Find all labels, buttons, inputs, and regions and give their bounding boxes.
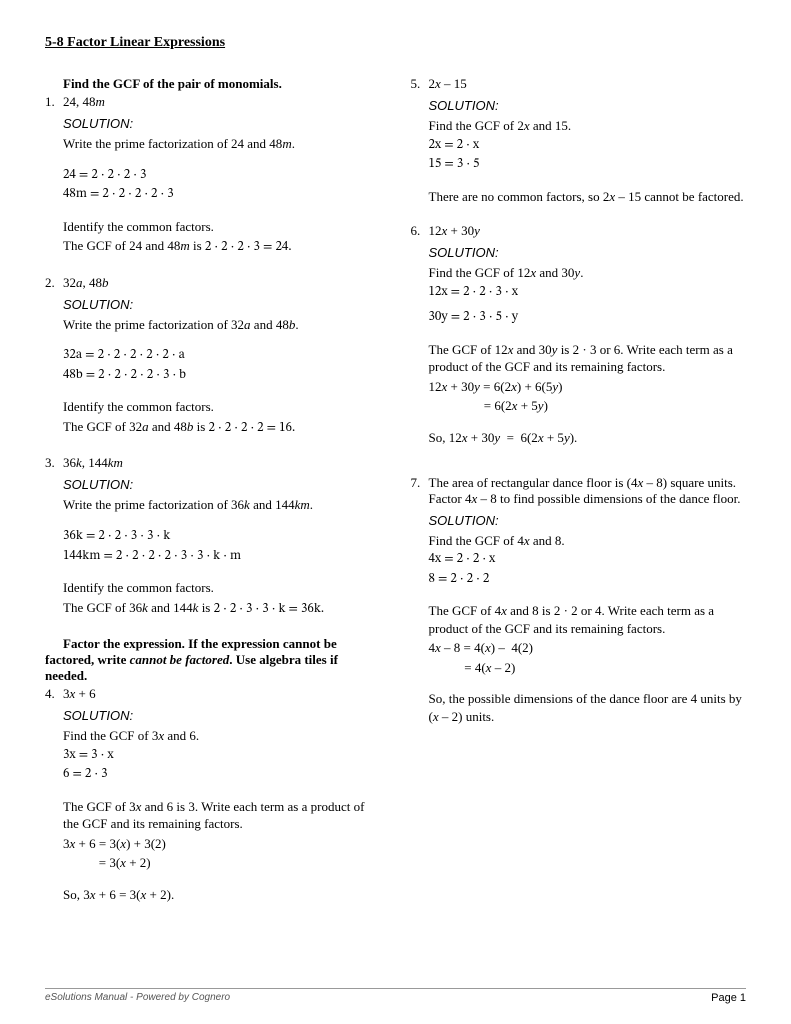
problem-2: 2.32a, 48b SOLUTION: Write the prime fac… [45,275,381,438]
factorization: 4x = 2 · 2 · x [429,551,747,569]
problem-text: 24, 48m [63,94,105,110]
solution-body: Find the GCF of 3x and 6. 3x = 3 · x 6 =… [63,727,381,903]
factorization: 144km = 2 · 2 · 2 · 2 · 3 · 3 · k · m [63,548,381,566]
factorization: 6 = 2 · 3 [63,766,381,784]
line: So, 12x + 30y = 6(2x + 5y). [429,429,747,447]
left-column: Find the GCF of the pair of monomials. 1… [45,76,381,922]
factorization: 8 = 2 · 2 · 2 [429,571,747,589]
problem-7: 7.The area of rectangular dance floor is… [411,475,747,726]
solution-body: Write the prime factorization of 36k and… [63,496,381,618]
page-footer: eSolutions Manual - Powered by Cognero P… [45,988,746,1004]
solution-body: Write the prime factorization of 24 and … [63,135,381,257]
factorization: 30y = 2 · 3 · 5 · y [429,309,747,327]
problem-number: 2. [45,275,63,291]
factorization: 15 = 3 · 5 [429,156,747,174]
solution-label: SOLUTION: [63,708,381,723]
problem-6: 6.12x + 30y SOLUTION: Find the GCF of 12… [411,223,747,446]
factorization: 12x = 2 · 2 · 3 · x [429,284,747,302]
problem-number: 1. [45,94,63,110]
line: The GCF of 32a and 48b is 2 · 2 · 2 · 2 … [63,418,381,438]
equation: = 6(2x + 5y) [429,397,747,415]
problem-number: 7. [411,475,429,507]
line: Find the GCF of 2x and 15. [429,117,747,135]
line: The GCF of 24 and 48m is 2 · 2 · 2 · 3 =… [63,237,381,257]
section-heading-b: Factor the expression. If the expression… [45,636,381,684]
line: Identify the common factors. [63,579,381,597]
factorization: 48m = 2 · 2 · 2 · 2 · 3 [63,186,381,204]
problem-text: 12x + 30y [429,223,480,239]
line: The GCF of 12x and 30y is 2 · 3 or 6. Wr… [429,341,747,376]
content-columns: Find the GCF of the pair of monomials. 1… [45,76,746,922]
solution-label: SOLUTION: [429,98,747,113]
section-heading-a: Find the GCF of the pair of monomials. [45,76,381,92]
problem-text: 2x – 15 [429,76,467,92]
problem-3: 3.36k, 144km SOLUTION: Write the prime f… [45,455,381,618]
line: Find the GCF of 3x and 6. [63,727,381,745]
line: Write the prime factorization of 24 and … [63,135,381,153]
solution-body: Find the GCF of 12x and 30y. 12x = 2 · 2… [429,264,747,446]
factorization: 3x = 3 · x [63,747,381,765]
equation: 3x + 6 = 3(x) + 3(2) [63,835,381,853]
right-column: 5.2x – 15 SOLUTION: Find the GCF of 2x a… [411,76,747,922]
problem-4: 4.3x + 6 SOLUTION: Find the GCF of 3x an… [45,686,381,903]
equation: = 3(x + 2) [63,854,381,872]
equation: 4x – 8 = 4(x) – 4(2) [429,639,747,657]
line: The GCF of 36k and 144k is 2 · 2 · 3 · 3… [63,599,381,619]
solution-label: SOLUTION: [63,477,381,492]
line: Identify the common factors. [63,218,381,236]
line: The GCF of 4x and 8 is 2 · 2 or 4. Write… [429,602,747,637]
line: Write the prime factorization of 32a and… [63,316,381,334]
factorization: 24 = 2 · 2 · 2 · 3 [63,167,381,185]
equation: = 4(x – 2) [429,659,747,677]
problem-1: 1.24, 48m SOLUTION: Write the prime fact… [45,94,381,257]
line: Find the GCF of 4x and 8. [429,532,747,550]
problem-number: 6. [411,223,429,239]
solution-label: SOLUTION: [63,297,381,312]
solution-body: Find the GCF of 4x and 8. 4x = 2 · 2 · x… [429,532,747,726]
problem-number: 5. [411,76,429,92]
page-title: 5-8 Factor Linear Expressions [45,35,746,51]
solution-label: SOLUTION: [63,116,381,131]
factorization: 36k = 2 · 2 · 3 · 3 · k [63,528,381,546]
footer-left: eSolutions Manual - Powered by Cognero [45,992,230,1004]
line: Identify the common factors. [63,398,381,416]
solution-body: Find the GCF of 2x and 15. 2x = 2 · x 15… [429,117,747,205]
problem-text: The area of rectangular dance floor is (… [429,475,747,507]
line: So, 3x + 6 = 3(x + 2). [63,886,381,904]
line: Write the prime factorization of 36k and… [63,496,381,514]
problem-number: 3. [45,455,63,471]
problem-5: 5.2x – 15 SOLUTION: Find the GCF of 2x a… [411,76,747,205]
problem-text: 36k, 144km [63,455,123,471]
problem-text: 32a, 48b [63,275,109,291]
line: The GCF of 3x and 6 is 3. Write each ter… [63,798,381,833]
solution-label: SOLUTION: [429,513,747,528]
problem-text: 3x + 6 [63,686,96,702]
solution-label: SOLUTION: [429,245,747,260]
factorization: 2x = 2 · x [429,137,747,155]
line: Find the GCF of 12x and 30y. [429,264,747,282]
equation: 12x + 30y = 6(2x) + 6(5y) [429,378,747,396]
footer-page-number: Page 1 [711,992,746,1004]
problem-number: 4. [45,686,63,702]
factorization: 48b = 2 · 2 · 2 · 2 · 3 · b [63,367,381,385]
line: There are no common factors, so 2x – 15 … [429,188,747,206]
factorization: 32a = 2 · 2 · 2 · 2 · 2 · a [63,347,381,365]
solution-body: Write the prime factorization of 32a and… [63,316,381,438]
line: So, the possible dimensions of the dance… [429,690,747,725]
